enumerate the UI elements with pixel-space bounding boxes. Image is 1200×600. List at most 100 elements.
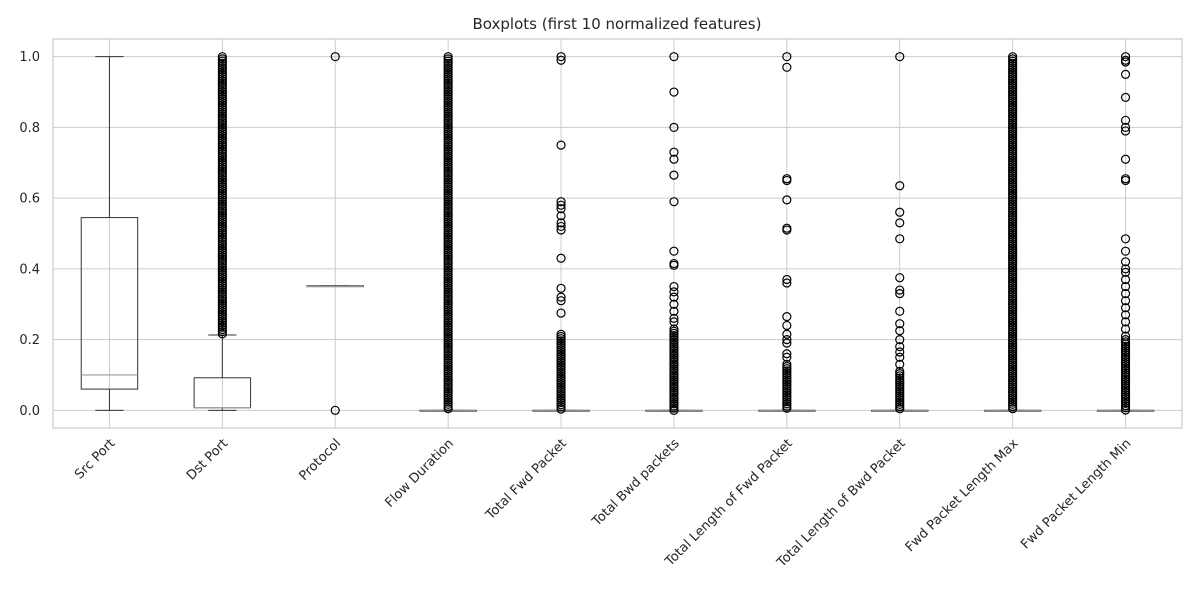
outlier-point	[1120, 122, 1131, 133]
outlier-point	[669, 405, 679, 415]
outlier-point	[217, 329, 227, 339]
flier-group	[895, 52, 905, 414]
outlier-point	[556, 218, 566, 228]
outlier-point	[895, 52, 905, 62]
outlier-point	[669, 170, 679, 180]
outlier-point	[782, 349, 792, 359]
outlier-point	[669, 313, 679, 323]
flier-group	[443, 52, 453, 414]
outlier-point	[1120, 57, 1131, 67]
y-tick-label: 0.4	[19, 262, 40, 277]
outlier-point	[782, 352, 792, 362]
x-tick-label: Total Length of Fwd Packet	[662, 436, 796, 570]
outlier-point	[895, 359, 905, 369]
outlier-point	[1120, 154, 1131, 164]
outlier-point	[1120, 267, 1131, 277]
outlier-point	[669, 306, 679, 316]
outlier-point	[556, 404, 566, 414]
outlier-point	[895, 404, 905, 414]
outlier-point	[556, 308, 566, 318]
outlier-point	[895, 285, 905, 295]
outlier-point	[669, 122, 679, 133]
outlier-point	[669, 287, 679, 297]
outlier-point	[782, 320, 792, 331]
outlier-point	[1120, 303, 1131, 313]
outlier-point	[895, 347, 905, 357]
outlier-point	[1120, 331, 1131, 341]
outlier-point	[895, 207, 905, 217]
outlier-point	[669, 299, 679, 309]
plot-frame	[52, 38, 1183, 429]
flier-layer	[217, 52, 1131, 415]
outlier-point	[895, 273, 905, 283]
flier-group	[1120, 52, 1131, 415]
outlier-point	[895, 326, 905, 336]
outlier-point	[1120, 69, 1131, 79]
outlier-point	[1008, 404, 1018, 414]
outlier-point	[669, 246, 679, 256]
outlier-point	[669, 260, 679, 270]
outlier-point	[895, 289, 905, 299]
outlier-point	[1120, 264, 1131, 274]
flier-group	[217, 52, 227, 339]
x-tick-label: Fwd Packet Length Min	[1018, 436, 1134, 552]
x-tick-label: Flow Duration	[383, 436, 457, 510]
outlier-point	[1120, 281, 1131, 292]
flier-group	[782, 52, 792, 413]
box-iqr	[80, 217, 139, 390]
outlier-point	[556, 283, 566, 293]
outlier-point	[782, 329, 792, 339]
y-tick-label: 0.0	[19, 404, 40, 419]
outlier-point	[669, 52, 679, 62]
outlier-point	[1120, 246, 1131, 256]
outlier-point	[556, 52, 566, 62]
outlier-point	[330, 52, 340, 62]
outlier-point	[1120, 296, 1131, 306]
outlier-point	[895, 234, 905, 244]
outlier-point	[1120, 310, 1131, 320]
y-tick-label: 1.0	[19, 50, 40, 65]
outlier-point	[669, 317, 679, 327]
x-tick-labels: Src Port Dst Port Protocol Flow Duration Tot…	[72, 436, 1134, 571]
outlier-point	[556, 221, 566, 232]
outlier-point	[1120, 52, 1131, 62]
chart-title: Boxplots (first 10 normalized features)	[473, 15, 762, 33]
outlier-point	[1120, 92, 1131, 102]
x-tick-label: Src Port	[72, 436, 118, 482]
outlier-point	[1120, 317, 1131, 327]
outlier-point	[556, 204, 566, 214]
outlier-point	[556, 197, 566, 207]
x-tick-label: Dst Port	[184, 436, 231, 483]
outlier-point	[895, 181, 905, 191]
outlier-point	[782, 403, 792, 413]
outlier-point	[1120, 289, 1131, 299]
flier-group	[556, 52, 566, 414]
outlier-point	[330, 405, 340, 415]
outlier-point	[669, 197, 679, 207]
outlier-point	[895, 306, 905, 316]
flier-group	[330, 52, 340, 415]
x-tick-label: Total Bwd packets	[589, 436, 683, 530]
outlier-point	[1120, 324, 1131, 334]
outlier-point	[782, 52, 792, 62]
x-tick-label: Total Fwd Packet	[483, 436, 570, 523]
box-group	[193, 334, 252, 411]
outlier-point	[895, 218, 905, 228]
outlier-point	[669, 87, 679, 97]
box-group	[306, 285, 364, 288]
outlier-point	[1120, 126, 1131, 136]
outlier-point	[782, 195, 792, 205]
outlier-point	[895, 342, 905, 352]
outlier-point	[556, 211, 566, 221]
outlier-point	[895, 352, 905, 362]
flier-group	[669, 52, 679, 415]
box-layer	[80, 56, 1155, 412]
y-tick-label: 0.8	[19, 121, 40, 136]
y-tick-label: 0.2	[19, 333, 40, 348]
outlier-point	[556, 253, 566, 263]
y-tick-labels: 0.0 0.2 0.4 0.6 0.8 1.0	[19, 50, 40, 419]
outlier-point	[1120, 234, 1131, 244]
y-tick-label: 0.6	[19, 192, 40, 207]
outlier-point	[895, 334, 905, 345]
x-tick-label: Protocol	[296, 436, 344, 484]
